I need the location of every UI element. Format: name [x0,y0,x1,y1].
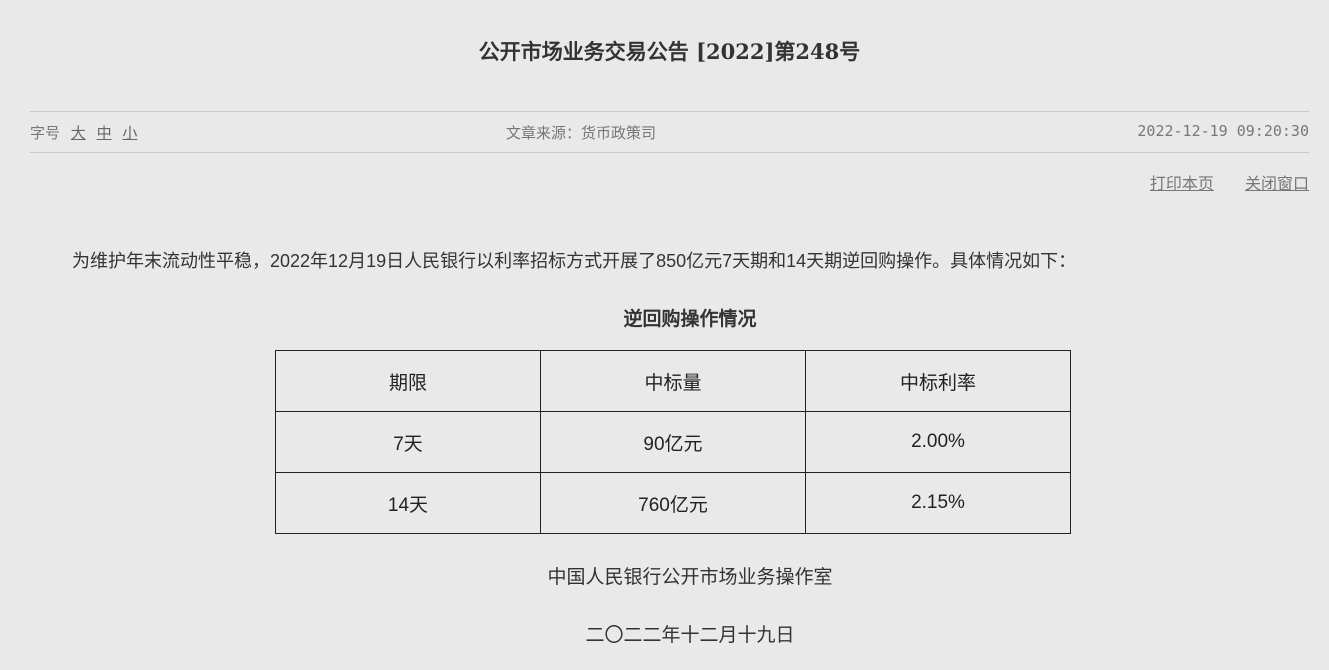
font-size-controls: 字号 大 中 小 [30,122,137,143]
font-small-link[interactable]: 小 [122,124,138,142]
page-tools: 打印本页 关闭窗口 [1124,170,1309,194]
term-cell: 7天 [275,411,541,473]
close-window-link[interactable]: 关闭窗口 [1244,174,1309,193]
amount-cell: 760亿元 [540,472,806,534]
page-title: 公开市场业务交易公告 [2022]第248号 [478,39,861,64]
signature-org: 中国人民银行公开市场业务操作室 [547,566,833,588]
table-row: 7天 90亿元 2.00% [275,411,1071,473]
signature-date: 二〇二二年十二月十九日 [585,624,795,646]
table-row: 14天 760亿元 2.15% [275,472,1071,534]
font-medium-link[interactable]: 中 [96,124,112,142]
print-page-link[interactable]: 打印本页 [1149,174,1214,193]
header-cell: 中标量 [540,350,806,412]
font-size-label: 字号 [30,124,61,142]
announcement-paragraph: 为维护年末流动性平稳，2022年12月19日人民银行以利率招标方式开展了850亿… [72,251,1077,271]
font-large-link[interactable]: 大 [70,124,86,142]
info-bar: 字号 大 中 小 文章来源：货币政策司 2022-12-19 09:20:30 [30,111,1309,153]
publish-datetime: 2022-12-19 09:20:30 [1137,122,1309,140]
article-source: 文章来源：货币政策司 [506,124,657,142]
header-cell: 中标利率 [805,350,1071,412]
table-header-row: 期限 中标量 中标利率 [275,350,1071,412]
reverse-repo-table: 期限 中标量 中标利率 7天 90亿元 2.00% 14天 760亿元 2.15… [275,350,1071,534]
header-cell: 期限 [275,350,541,412]
rate-cell: 2.15% [805,472,1071,534]
term-cell: 14天 [275,472,541,534]
rate-cell: 2.00% [805,411,1071,473]
table-title: 逆回购操作情况 [623,308,757,330]
amount-cell: 90亿元 [540,411,806,473]
